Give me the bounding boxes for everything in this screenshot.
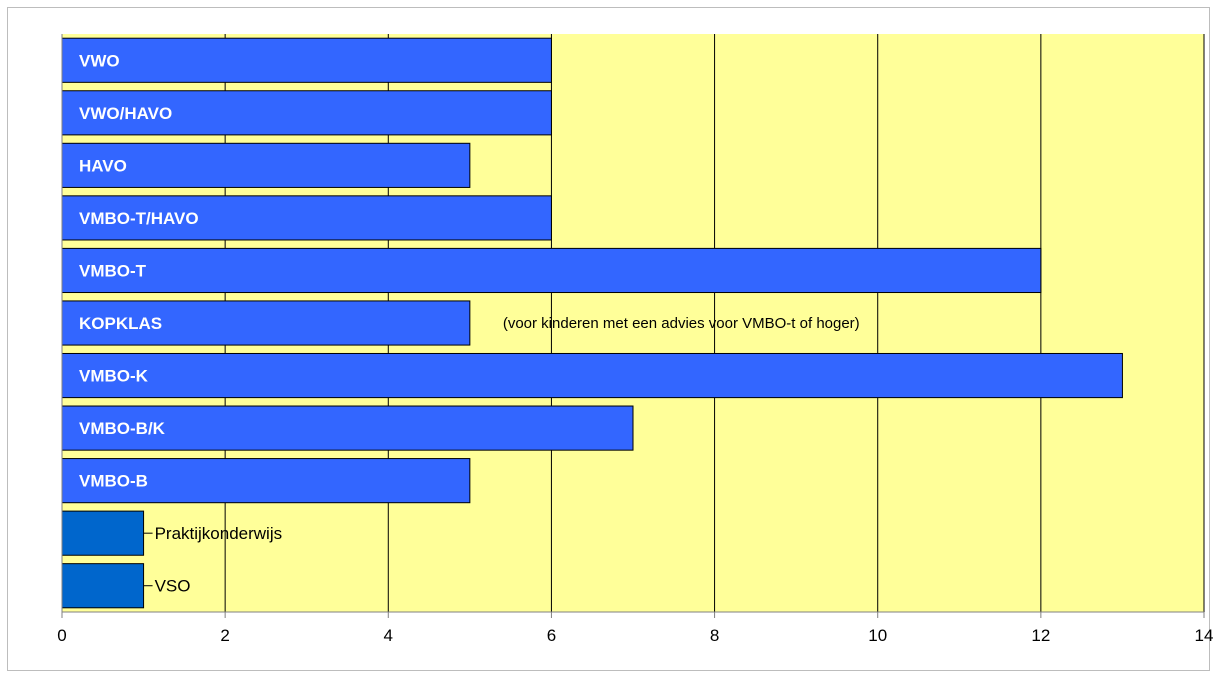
bar-label: KOPKLAS	[79, 314, 162, 333]
bar-label: VMBO-B/K	[79, 419, 166, 438]
x-tick-label: 12	[1031, 626, 1050, 645]
bar-vwo-havo	[61, 90, 552, 136]
bar-vmbo-b	[61, 458, 471, 504]
x-tick-label: 0	[57, 626, 66, 645]
x-tick-label: 6	[547, 626, 556, 645]
bar-label: VMBO-K	[79, 367, 149, 386]
x-tick-label: 2	[220, 626, 229, 645]
bar-label: HAVO	[79, 156, 127, 175]
bar-vmbo-k	[61, 352, 1123, 399]
bar-label: VWO/HAVO	[79, 104, 172, 123]
bar-vmbo-t	[61, 247, 1042, 294]
bar-label: VSO	[155, 577, 191, 596]
bar-vso	[61, 563, 145, 609]
bar-label: Praktijkonderwijs	[155, 524, 283, 543]
bar-vmbo-b-k	[61, 405, 634, 451]
bars: VWO VWO/HAVO HAVO VMBO-T/HAVO VMBO-T KOPKLAS V…	[61, 37, 1123, 609]
x-tick-label: 10	[868, 626, 887, 645]
bar-havo	[61, 142, 471, 188]
bar-label: VMBO-T	[79, 261, 147, 280]
bar-label: VMBO-T/HAVO	[79, 209, 199, 228]
x-tick-label: 14	[1195, 626, 1214, 645]
bar-vmbo-t-havo	[61, 195, 552, 241]
x-axis: 0 2 4 6 8 10 12 14	[57, 34, 1213, 645]
x-tick-label: 8	[710, 626, 719, 645]
bar-label: VMBO-B	[79, 472, 148, 491]
bar-vwo	[61, 37, 552, 83]
bar-kopklas	[61, 300, 471, 346]
bar-label: VWO	[79, 51, 120, 70]
bar-praktijkonderwijs	[61, 510, 145, 556]
x-tick-label: 4	[384, 626, 393, 645]
kopklas-annotation: (voor kinderen met een advies voor VMBO-…	[503, 315, 860, 332]
